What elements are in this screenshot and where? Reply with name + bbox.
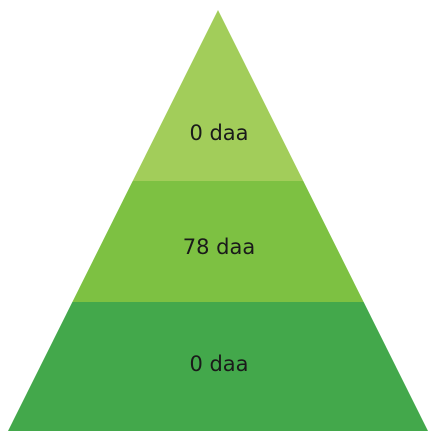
pyramid-tier-2: [72, 181, 364, 302]
pyramid-tier-3: [8, 302, 428, 431]
pyramid-tier-1: [132, 10, 304, 181]
pyramid-tier-3-label: 0 daa: [189, 352, 248, 376]
pyramid-tiers: [8, 10, 428, 431]
pyramid-labels: 0 daa 78 daa 0 daa: [183, 121, 255, 376]
pyramid-tier-1-label: 0 daa: [189, 121, 248, 145]
pyramid-tier-2-label: 78 daa: [183, 235, 255, 259]
